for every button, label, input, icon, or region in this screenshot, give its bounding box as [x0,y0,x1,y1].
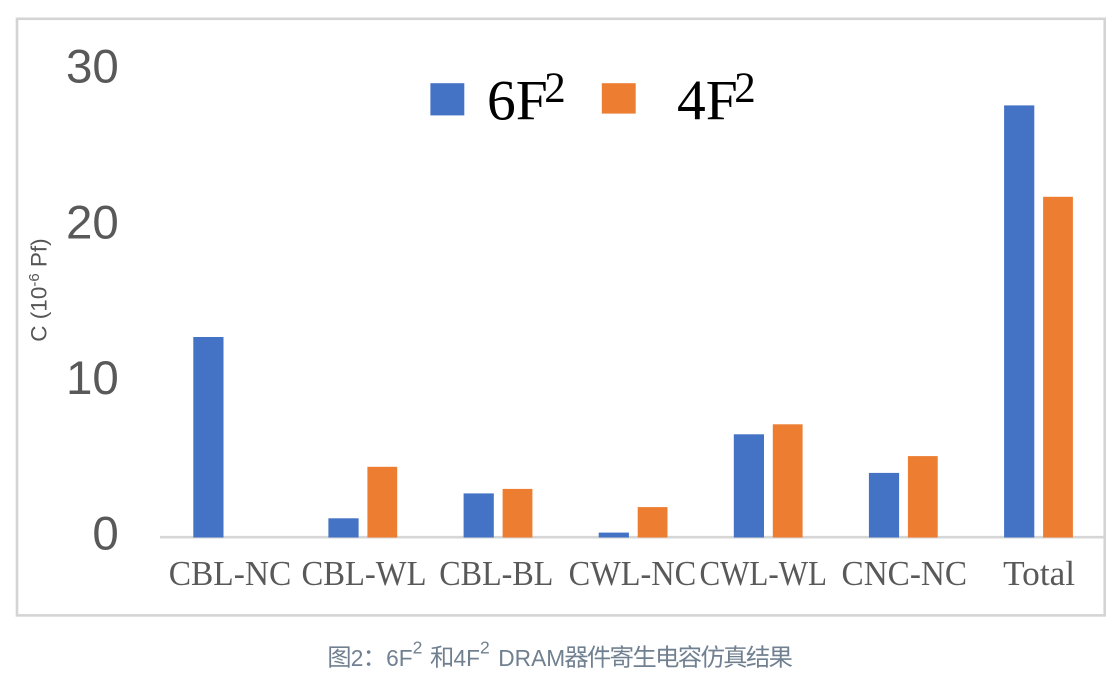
svg-text:CBL-BL: CBL-BL [439,555,553,593]
svg-text:DRAM: DRAM [498,645,565,671]
svg-text:2: 2 [413,638,423,658]
svg-text:2: 2 [351,645,364,671]
svg-text:2: 2 [480,638,490,658]
svg-text:CWL-WL: CWL-WL [699,555,827,593]
svg-text:4F: 4F [677,70,738,133]
svg-text:CNC-NC: CNC-NC [842,555,968,593]
svg-text:2: 2 [734,65,756,112]
svg-text:30: 30 [66,40,119,93]
svg-text:Total: Total [1003,555,1075,593]
svg-text:0: 0 [92,508,118,561]
svg-text:CBL-WL: CBL-WL [302,555,427,593]
svg-text:20: 20 [66,197,119,250]
svg-text:C (10-6 Pf): C (10-6 Pf) [26,238,52,341]
svg-text:CBL-NC: CBL-NC [169,555,292,593]
svg-text:4F: 4F [454,645,480,671]
svg-text:CWL-NC: CWL-NC [569,555,697,593]
svg-text:2: 2 [544,65,566,112]
svg-text:10: 10 [66,352,119,405]
svg-text:6F: 6F [487,70,548,133]
svg-text:6F: 6F [386,645,412,671]
